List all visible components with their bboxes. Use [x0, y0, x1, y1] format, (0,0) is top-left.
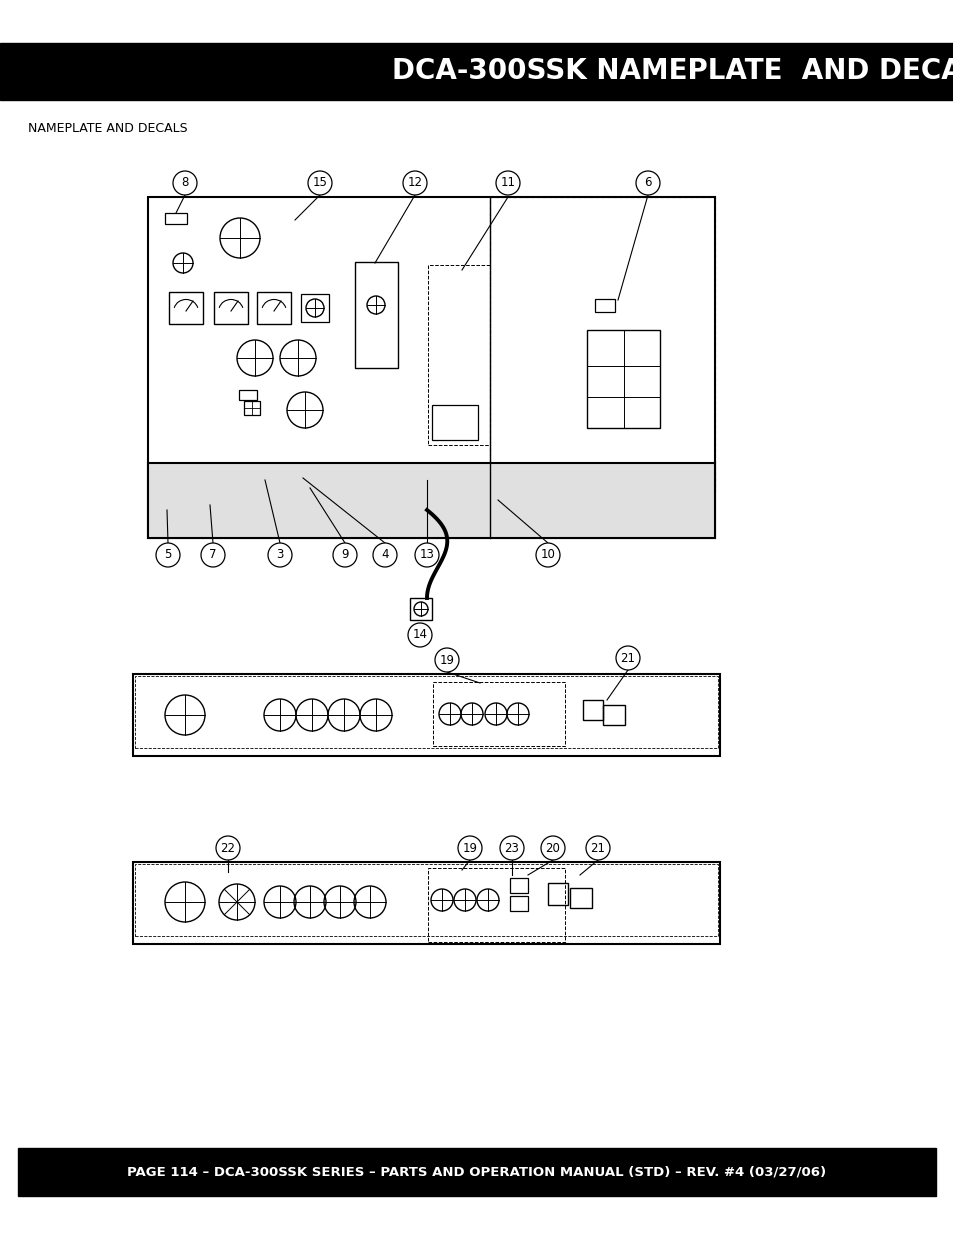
- Bar: [135, 864, 718, 936]
- Circle shape: [585, 836, 609, 860]
- Bar: [586, 330, 659, 429]
- Bar: [595, 299, 615, 311]
- Bar: [165, 212, 187, 224]
- Bar: [428, 266, 490, 445]
- Text: 19: 19: [439, 653, 454, 667]
- Text: 6: 6: [643, 177, 651, 189]
- Text: PAGE 114 – DCA-300SSK SERIES – PARTS AND OPERATION MANUAL (STD) – REV. #4 (03/27: PAGE 114 – DCA-300SSK SERIES – PARTS AND…: [128, 1166, 825, 1178]
- Text: 19: 19: [462, 841, 477, 855]
- Circle shape: [172, 170, 196, 195]
- Bar: [0, 43, 953, 100]
- Bar: [490, 198, 714, 492]
- Text: NAMEPLATE AND DECALS: NAMEPLATE AND DECALS: [28, 121, 188, 135]
- Text: 21: 21: [619, 652, 635, 664]
- Bar: [256, 291, 291, 324]
- Circle shape: [408, 622, 432, 647]
- Text: 20: 20: [545, 841, 559, 855]
- Text: 11: 11: [500, 177, 515, 189]
- Bar: [18, 1149, 935, 1195]
- Bar: [547, 883, 567, 905]
- Text: 5: 5: [164, 548, 172, 562]
- Text: 22: 22: [220, 841, 235, 855]
- Bar: [569, 888, 592, 908]
- Bar: [244, 401, 260, 415]
- Circle shape: [536, 543, 559, 567]
- Text: 12: 12: [407, 177, 422, 189]
- Bar: [132, 862, 720, 944]
- Text: DCA-300SSK NAMEPLATE  AND DECALS: DCA-300SSK NAMEPLATE AND DECALS: [392, 57, 953, 85]
- Text: 23: 23: [504, 841, 518, 855]
- Bar: [132, 674, 720, 756]
- Bar: [428, 868, 564, 942]
- Bar: [301, 294, 329, 322]
- Text: 4: 4: [381, 548, 388, 562]
- Circle shape: [540, 836, 564, 860]
- Circle shape: [333, 543, 356, 567]
- Bar: [169, 291, 203, 324]
- Circle shape: [308, 170, 332, 195]
- Circle shape: [496, 170, 519, 195]
- Bar: [355, 262, 397, 368]
- Bar: [510, 897, 527, 911]
- Text: 15: 15: [313, 177, 327, 189]
- Bar: [148, 463, 714, 538]
- Circle shape: [156, 543, 180, 567]
- Bar: [239, 390, 256, 400]
- Text: 8: 8: [181, 177, 189, 189]
- Circle shape: [435, 648, 458, 672]
- Circle shape: [499, 836, 523, 860]
- Circle shape: [457, 836, 481, 860]
- Circle shape: [201, 543, 225, 567]
- Text: 7: 7: [209, 548, 216, 562]
- Circle shape: [636, 170, 659, 195]
- Bar: [135, 676, 718, 748]
- Circle shape: [415, 543, 438, 567]
- Text: 14: 14: [412, 629, 427, 641]
- Circle shape: [616, 646, 639, 671]
- Circle shape: [215, 836, 240, 860]
- Bar: [213, 291, 248, 324]
- Bar: [410, 598, 432, 620]
- Text: 3: 3: [276, 548, 283, 562]
- Circle shape: [373, 543, 396, 567]
- Text: 21: 21: [590, 841, 605, 855]
- Bar: [510, 878, 527, 893]
- Text: 9: 9: [341, 548, 349, 562]
- Bar: [602, 705, 624, 725]
- Bar: [582, 700, 602, 720]
- Circle shape: [402, 170, 427, 195]
- Text: 13: 13: [419, 548, 434, 562]
- Text: 10: 10: [540, 548, 555, 562]
- Bar: [432, 405, 477, 440]
- Bar: [433, 682, 564, 746]
- Bar: [148, 198, 714, 538]
- Circle shape: [268, 543, 292, 567]
